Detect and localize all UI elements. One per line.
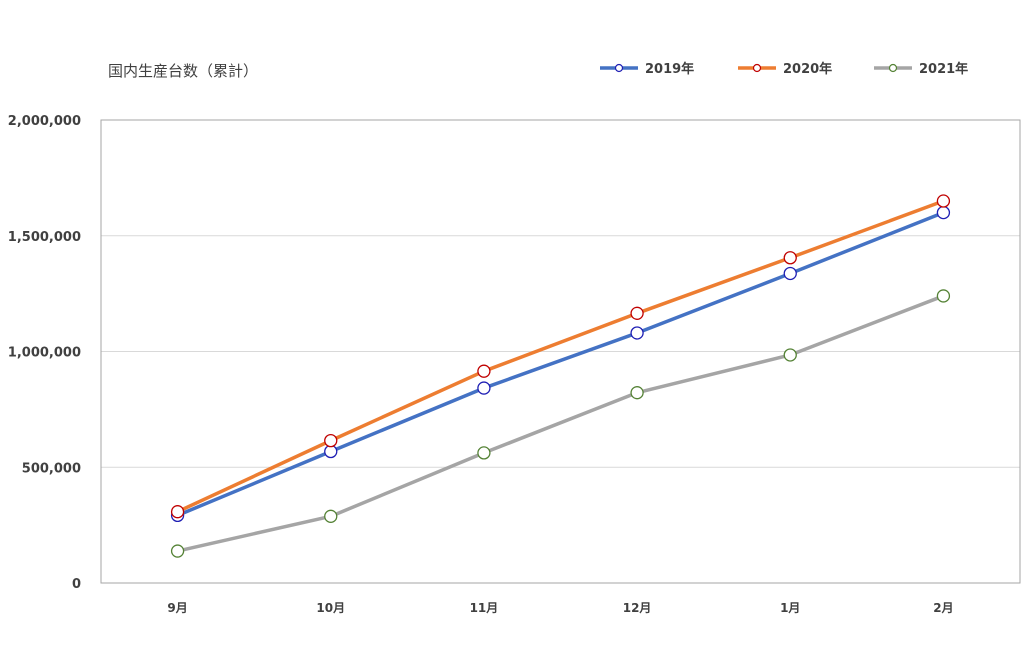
data-point <box>630 326 644 340</box>
data-point <box>783 348 797 362</box>
x-tick-label: 10月 <box>316 601 345 615</box>
grid <box>101 235 1020 468</box>
legend: 2019年 2020年 2021年 <box>600 61 968 77</box>
x-tick-label: 2月 <box>933 601 953 615</box>
chart-title: 国内生産台数（累計） <box>108 62 258 80</box>
data-point <box>936 194 951 208</box>
y-tick-label: 2,000,000 <box>8 114 81 129</box>
y-tick-label: 0 <box>72 577 81 592</box>
x-tick-label: 9月 <box>167 601 187 615</box>
legend-marker <box>614 63 624 73</box>
data-point <box>477 446 491 460</box>
data-point <box>324 509 338 523</box>
series-line <box>177 294 945 553</box>
x-tick-label: 12月 <box>623 601 652 615</box>
data-point <box>783 266 797 281</box>
data-point <box>324 433 338 448</box>
data-point <box>936 289 951 303</box>
data-point <box>936 205 951 220</box>
x-tick-label: 1月 <box>780 601 800 615</box>
data-point <box>783 251 797 265</box>
x-tick-label: 11月 <box>470 601 499 615</box>
legend-marker <box>752 63 762 73</box>
legend-label: 2021年 <box>919 61 968 77</box>
data-point <box>477 381 491 395</box>
data-point <box>170 505 185 519</box>
y-tick-label: 1,000,000 <box>8 346 81 361</box>
data-point <box>477 364 491 378</box>
data-point <box>630 306 644 320</box>
legend-label: 2019年 <box>645 61 694 77</box>
y-tick-label: 1,500,000 <box>8 230 81 245</box>
series-line <box>176 210 945 518</box>
series-line <box>176 199 945 514</box>
data-point <box>324 444 338 459</box>
data-point <box>170 544 185 558</box>
series <box>170 194 951 558</box>
legend-label: 2020年 <box>783 61 832 77</box>
axes: 0 500,000 1,000,000 1,500,000 2,000,000 9月 10月… <box>8 114 1021 615</box>
data-point <box>630 386 644 400</box>
legend-marker <box>888 63 898 73</box>
y-tick-label: 500,000 <box>22 461 81 476</box>
plot-area-frame <box>100 119 1021 584</box>
